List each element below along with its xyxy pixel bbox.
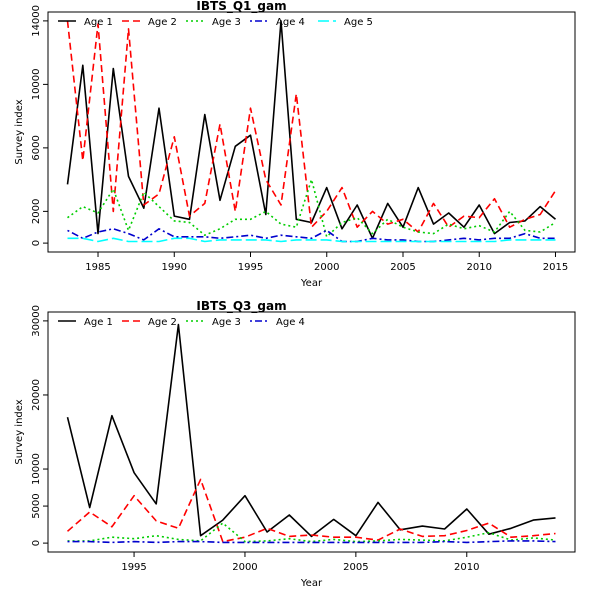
legend-label: Age 4 (276, 317, 305, 328)
y-tick-label: 20000 (31, 379, 42, 411)
y-tick-label: 0 (31, 540, 42, 546)
series-line-age-3 (67, 522, 556, 543)
x-tick-label: 2000 (314, 262, 339, 273)
legend-label: Age 1 (84, 317, 113, 328)
x-axis-label: Year (300, 278, 323, 289)
x-tick-label: 2010 (467, 262, 492, 273)
x-tick-label: 2005 (343, 562, 368, 573)
series-line-age-5 (67, 237, 556, 243)
x-axis-label: Year (300, 578, 323, 589)
y-tick-label: 6000 (31, 135, 42, 160)
series-line-age-4 (67, 228, 556, 243)
y-axis-label: Survey index (14, 99, 25, 164)
legend-label: Age 5 (344, 17, 373, 28)
x-tick-label: 2000 (232, 562, 257, 573)
chart-title: IBTS_Q1_gam (196, 0, 286, 14)
series-line-age-1 (66, 20, 557, 240)
y-axis-label: Survey index (14, 399, 25, 464)
x-tick-label: 2015 (543, 262, 568, 273)
legend-label: Age 3 (212, 317, 241, 328)
series-line-age-3 (67, 178, 556, 238)
x-tick-label: 1990 (162, 262, 187, 273)
legend-label: Age 1 (84, 17, 113, 28)
chart-panel-1 (43, 11, 576, 257)
y-tick-label: 10000 (31, 453, 42, 485)
series-line-age-2 (66, 20, 557, 233)
y-tick-label: 0 (31, 240, 42, 246)
y-tick-label: 10000 (31, 68, 42, 100)
x-tick-label: 2005 (390, 262, 415, 273)
y-tick-label: 30000 (31, 305, 42, 337)
y-tick-label: 14000 (31, 5, 42, 37)
x-tick-label: 1985 (85, 262, 110, 273)
series-line-age-1 (66, 323, 556, 538)
series-line-age-4 (67, 540, 556, 544)
y-tick-label: 2000 (31, 199, 42, 224)
plot-frame (47, 11, 576, 253)
x-tick-label: 1995 (121, 562, 146, 573)
series-line-age-2 (66, 478, 556, 543)
x-tick-label: 1995 (238, 262, 263, 273)
chart-title: IBTS_Q3_gam (196, 299, 286, 314)
legend-label: Age 2 (148, 317, 177, 328)
y-tick-label: 5000 (31, 493, 42, 518)
x-tick-label: 2010 (454, 562, 479, 573)
legend-label: Age 2 (148, 17, 177, 28)
plot-frame (47, 311, 576, 553)
legend-label: Age 3 (212, 17, 241, 28)
legend-label: Age 4 (276, 17, 305, 28)
chart-panel-2 (43, 311, 576, 557)
